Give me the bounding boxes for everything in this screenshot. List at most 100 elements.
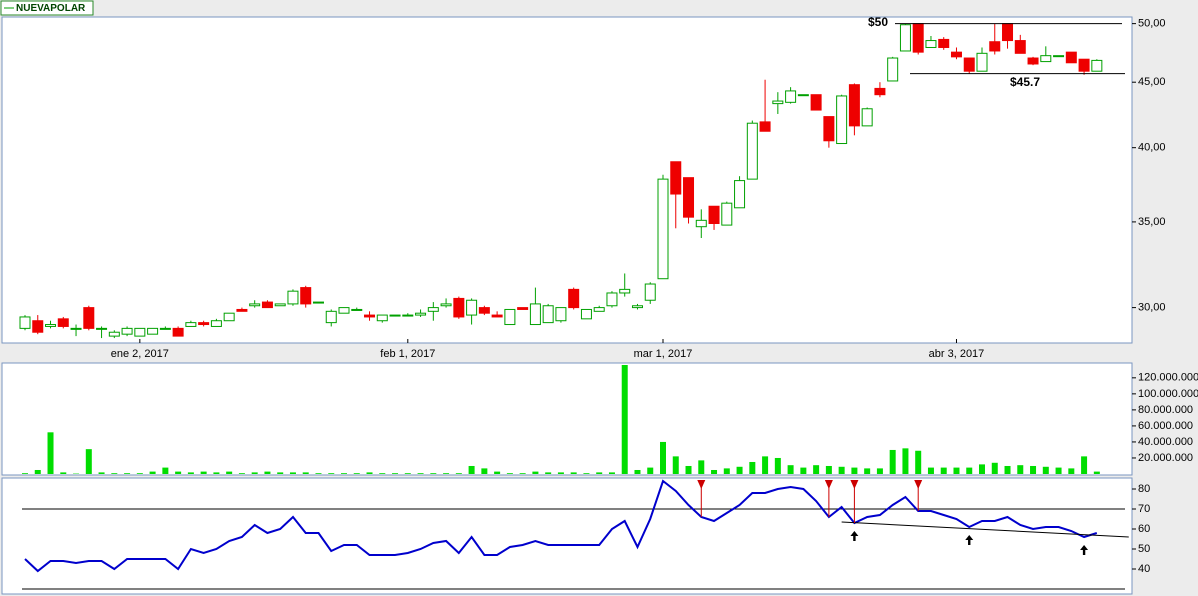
- volume-bar: [124, 473, 131, 474]
- candle-body: [938, 38, 950, 48]
- candle-body: [1053, 55, 1065, 58]
- volume-bar: [813, 465, 820, 474]
- candle-body: [1014, 40, 1026, 54]
- volume-bar: [660, 441, 666, 474]
- candle-body: [1002, 23, 1014, 42]
- candle-body: [734, 180, 746, 209]
- volume-bar: [545, 472, 552, 474]
- volume-bar: [787, 465, 794, 474]
- volume-bar: [213, 472, 220, 474]
- volume-bar: [187, 472, 194, 474]
- volume-bar: [685, 465, 692, 474]
- volume-bar: [596, 472, 603, 474]
- volume-bar: [264, 471, 271, 474]
- volume-bar: [634, 469, 641, 474]
- candle-body: [402, 314, 414, 317]
- buy-signal: [1080, 545, 1089, 555]
- volume-bar: [876, 468, 883, 474]
- candle-body: [580, 308, 592, 320]
- y-tick-label: 20.000.000: [1138, 452, 1193, 464]
- y-tick-label: 30,00: [1138, 302, 1166, 314]
- candle-body: [619, 288, 631, 294]
- candle-body: [772, 100, 784, 105]
- y-tick-label: 40,00: [1138, 142, 1166, 154]
- x-tick-label: feb 1, 2017: [380, 348, 435, 360]
- candle-body: [746, 122, 758, 180]
- volume-bar: [328, 473, 335, 474]
- volume-bar: [136, 473, 143, 474]
- candle-body: [32, 320, 44, 333]
- trendline: [841, 521, 1129, 538]
- volume-bar: [251, 472, 258, 474]
- volume-bar: [468, 465, 475, 474]
- candle-body: [19, 316, 31, 329]
- volume-bar: [838, 466, 845, 474]
- volume-bar: [532, 471, 539, 474]
- candle-body: [989, 41, 1001, 52]
- volume-bar: [774, 457, 781, 474]
- candle-body: [542, 305, 554, 324]
- volume-bar: [1081, 456, 1088, 474]
- volume-bar: [34, 469, 41, 474]
- candle-body: [96, 327, 108, 330]
- volume-panel: [1, 362, 1133, 476]
- volume-bar: [966, 467, 973, 474]
- annotation-label: $45.7: [1010, 75, 1040, 89]
- y-tick-label: 60: [1138, 523, 1150, 535]
- candle-body: [593, 307, 605, 312]
- candle-body: [159, 327, 171, 330]
- candle-body: [1091, 59, 1103, 72]
- sell-signal: [697, 480, 706, 489]
- volume-bar: [570, 472, 577, 474]
- legend-box: [0, 0, 94, 16]
- volume-bar: [366, 472, 373, 474]
- candle-body: [759, 121, 771, 132]
- volume-bar: [851, 467, 858, 474]
- volume-bar: [979, 464, 985, 474]
- y-tick-label: 35,00: [1138, 216, 1166, 228]
- x-tick-label: abr 3, 2017: [929, 348, 985, 360]
- y-tick-label: 60.000.000: [1138, 420, 1193, 432]
- volume-bar: [1017, 465, 1024, 474]
- candle-body: [261, 301, 273, 309]
- volume-bar: [404, 473, 411, 474]
- candle-body: [670, 161, 682, 195]
- candle-body: [925, 40, 937, 48]
- candle-body: [708, 205, 720, 225]
- candle-body: [785, 90, 797, 103]
- volume-bar: [698, 460, 705, 474]
- volume-bar: [915, 450, 922, 474]
- volume-bar: [392, 473, 399, 474]
- volume-bar: [519, 473, 526, 474]
- volume-bar: [443, 473, 450, 474]
- candle-body: [721, 202, 733, 226]
- volume-bar: [238, 473, 245, 474]
- volume-bar: [1042, 466, 1049, 474]
- volume-bar: [481, 468, 488, 474]
- candle-body: [427, 307, 439, 312]
- candle-body: [1078, 58, 1090, 72]
- y-tick-label: 40: [1138, 563, 1150, 575]
- candle-body: [57, 318, 69, 327]
- candle-body: [364, 314, 376, 318]
- x-tick-label: ene 2, 2017: [111, 348, 169, 360]
- volume-bar: [379, 473, 386, 474]
- candle-body: [185, 322, 197, 327]
- candle-body: [899, 24, 911, 52]
- volume-bar: [749, 461, 756, 474]
- y-tick-label: 45,00: [1138, 76, 1166, 88]
- y-tick-label: 50,00: [1138, 18, 1166, 30]
- candle-body: [312, 301, 324, 304]
- candle-body: [274, 303, 286, 307]
- candle-body: [517, 307, 529, 310]
- candle-body: [45, 324, 57, 327]
- candle-body: [325, 310, 337, 324]
- volume-bar: [430, 473, 437, 474]
- candle-body: [147, 327, 159, 335]
- volume-bar: [289, 472, 296, 474]
- sell-signal: [850, 480, 859, 489]
- volume-bar: [60, 472, 67, 474]
- candle-body: [1040, 55, 1052, 63]
- price-panel: [1, 16, 1133, 344]
